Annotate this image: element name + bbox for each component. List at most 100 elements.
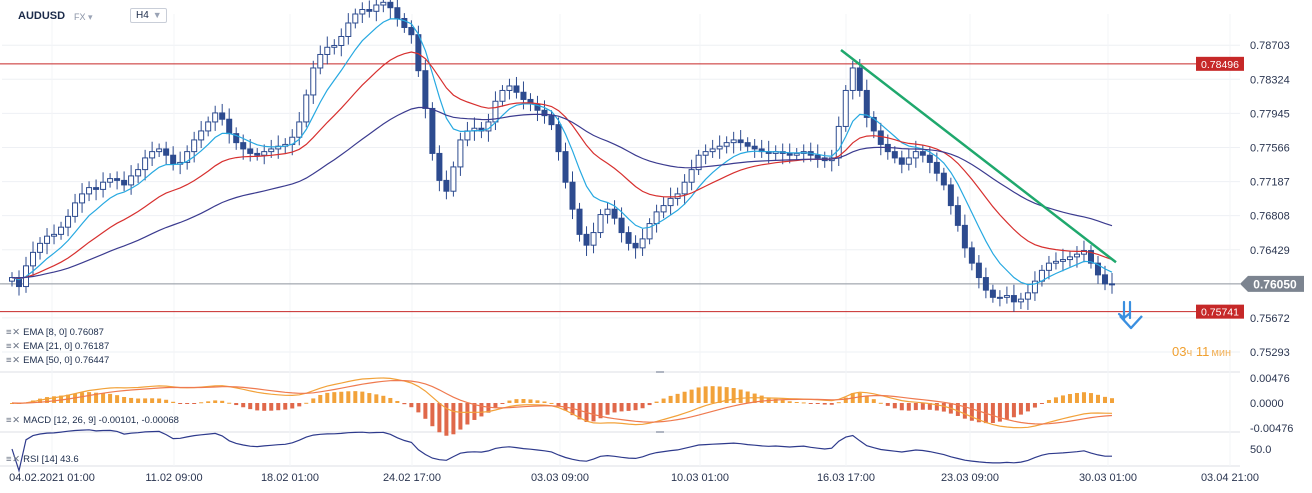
- time-tick-label: 11.02 09:00: [145, 472, 202, 484]
- market-label[interactable]: FX ▾: [74, 12, 93, 23]
- macd-histogram-bar: [311, 398, 316, 403]
- candle-body: [310, 67, 317, 96]
- current-price-tag: [1240, 275, 1304, 292]
- candle-body: [261, 151, 268, 156]
- macd-histogram-bar: [472, 403, 477, 420]
- macd-histogram-bar: [45, 397, 50, 403]
- candle-body: [1087, 250, 1094, 264]
- candle-body: [926, 154, 933, 163]
- candle-body: [436, 152, 443, 181]
- candle-body: [576, 208, 583, 235]
- macd-histogram-bar: [829, 403, 834, 405]
- macd-histogram-bar: [962, 403, 967, 419]
- macd-histogram-bar: [339, 391, 344, 403]
- candle-body: [940, 172, 947, 186]
- menu-icon[interactable]: ≡ ✕: [6, 327, 20, 338]
- price-tick-label: 0.78703: [1250, 40, 1290, 52]
- macd-histogram-bar: [276, 403, 281, 411]
- ema50-line: [11, 106, 1113, 279]
- macd-histogram-bar: [1110, 398, 1114, 403]
- macd-histogram-bar: [990, 403, 995, 423]
- candle-body: [37, 242, 44, 253]
- menu-icon[interactable]: ≡ ✕: [6, 355, 20, 366]
- price-tags: 0.78496 0.75741 0.76050: [1196, 56, 1304, 319]
- macd-histogram-bar: [969, 403, 974, 421]
- macd-histogram-bar: [367, 393, 372, 403]
- candle-body: [590, 232, 597, 246]
- candle-body: [842, 89, 849, 127]
- macd-histogram-bar: [94, 392, 99, 403]
- candle-body: [968, 247, 975, 264]
- menu-icon[interactable]: ≡ ✕: [6, 454, 20, 465]
- macd-histogram-bar: [220, 400, 225, 403]
- macd-histogram-bar: [269, 403, 274, 411]
- macd-histogram-bar: [941, 403, 946, 412]
- macd-histogram-bar: [710, 386, 715, 403]
- candle-body: [863, 89, 870, 118]
- macd-histogram-bar: [633, 403, 638, 411]
- candle-body: [744, 142, 751, 147]
- candle-body: [226, 118, 233, 135]
- macd-histogram-bar: [549, 402, 554, 404]
- candle-body: [975, 262, 982, 279]
- menu-icon[interactable]: ≡ ✕: [6, 415, 20, 426]
- macd-histogram-bar: [423, 403, 428, 419]
- macd-histogram-bar: [955, 403, 960, 416]
- time-tick-label: 23.03 09:00: [941, 472, 999, 484]
- candle-body: [730, 139, 737, 144]
- rsi-line: [11, 429, 1112, 473]
- candle-body: [611, 208, 618, 219]
- ema8-line: [11, 18, 1113, 286]
- candle-body: [408, 26, 415, 36]
- candle-body: [1017, 298, 1024, 303]
- macd-histogram-bar: [619, 403, 624, 412]
- macd-histogram-bar: [976, 403, 981, 423]
- macd-histogram-bar: [451, 403, 456, 435]
- macd-histogram-bar: [402, 403, 407, 405]
- candle-body: [380, 1, 387, 6]
- candle-body: [569, 181, 576, 210]
- macd-histogram-bar: [675, 393, 680, 403]
- candle-body: [919, 151, 926, 156]
- candle-body: [548, 115, 555, 126]
- candle-body: [100, 181, 107, 190]
- candle-body: [499, 89, 506, 102]
- indicator-ema50[interactable]: ≡ ✕ EMA [50, 0] 0.76447: [6, 355, 109, 366]
- candle-body: [1059, 259, 1066, 262]
- macd-histogram-bar: [920, 403, 925, 410]
- macd-histogram-bar: [822, 403, 827, 405]
- menu-icon[interactable]: ≡ ✕: [6, 341, 20, 352]
- current-price-tag-label: 0.76050: [1253, 277, 1297, 291]
- candle-body: [723, 142, 730, 147]
- timeframe-select[interactable]: H4 ▼: [130, 8, 167, 23]
- macd-histogram-bar: [171, 401, 176, 403]
- candle-body: [1010, 295, 1017, 303]
- candle-body: [891, 151, 898, 159]
- candle-body: [212, 112, 219, 123]
- candle-body: [198, 130, 205, 141]
- indicator-macd[interactable]: ≡ ✕ MACD [12, 26, 9] -0.00101, -0.00068: [6, 415, 179, 426]
- candle-body: [1066, 256, 1073, 261]
- time-tick-label: 18.02 01:00: [261, 472, 319, 484]
- macd-histogram-bar: [605, 403, 610, 415]
- macd-tick-label: -0.00476: [1250, 423, 1293, 435]
- macd-histogram-bar: [773, 398, 778, 403]
- indicator-ema8[interactable]: ≡ ✕ EMA [8, 0] 0.76087: [6, 327, 104, 338]
- macd-signal-line: [11, 379, 1113, 425]
- indicator-rsi[interactable]: ≡ ✕ RSI [14] 43.6: [6, 454, 79, 465]
- panel-resize-handle: [656, 371, 664, 373]
- candle-body: [695, 154, 702, 171]
- candle-body: [555, 124, 562, 153]
- timer-minutes: 11: [1195, 344, 1210, 359]
- candle-body: [44, 235, 51, 244]
- macd-histogram-bar: [136, 398, 141, 403]
- macd-histogram-bar: [213, 400, 218, 403]
- indicator-ema21[interactable]: ≡ ✕ EMA [21, 0] 0.76187: [6, 341, 109, 352]
- macd-histogram-bar: [332, 392, 337, 403]
- candle-body: [597, 214, 604, 234]
- trendline-group[interactable]: [840, 48, 1143, 330]
- time-tick-label: 16.03 17:00: [817, 472, 875, 484]
- macd-histogram-bar: [808, 403, 813, 404]
- symbol-label[interactable]: AUDUSD: [18, 10, 66, 22]
